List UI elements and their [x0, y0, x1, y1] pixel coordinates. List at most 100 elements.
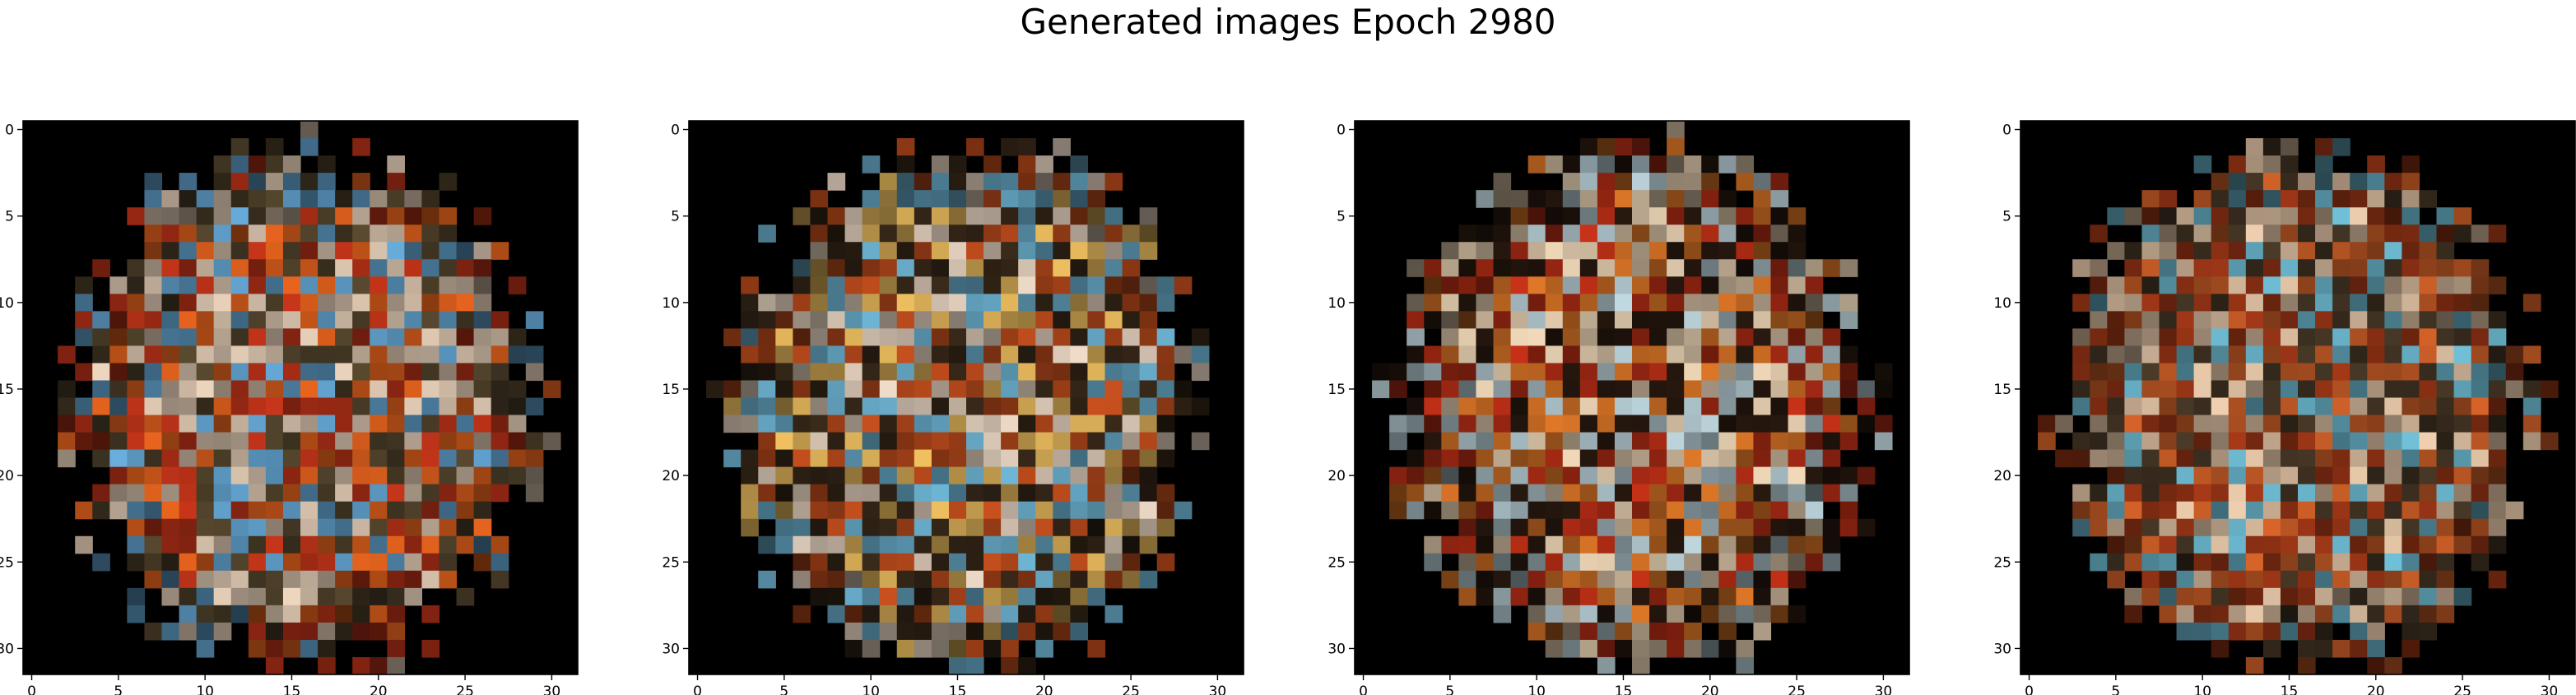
image-pixel	[2228, 501, 2247, 520]
image-pixel	[2384, 207, 2402, 225]
image-pixel	[931, 449, 950, 468]
image-pixel	[1053, 605, 1071, 623]
image-pixel	[2384, 225, 2402, 243]
image-pixel	[1510, 345, 1529, 364]
image-pixel	[948, 155, 967, 174]
image-pixel	[1562, 605, 1581, 623]
image-pixel	[1087, 380, 1106, 399]
image-pixel	[2072, 432, 2090, 451]
image-pixel	[1018, 397, 1036, 416]
y-tick-label: 25	[1328, 554, 1346, 571]
image-pixel	[1087, 190, 1106, 208]
image-pixel	[1718, 466, 1737, 485]
image-pixel	[844, 501, 863, 520]
image-pixel	[914, 311, 932, 329]
image-pixel	[1139, 345, 1158, 364]
image-pixel	[2211, 484, 2230, 503]
image-pixel	[1018, 466, 1036, 485]
image-pixel	[1822, 294, 1841, 312]
image-pixel	[2228, 276, 2247, 294]
image-pixel	[335, 311, 353, 329]
image-pixel	[862, 484, 881, 503]
image-pixel	[248, 397, 267, 416]
image-pixel	[1035, 587, 1053, 606]
image-pixel	[827, 587, 846, 606]
image-pixel	[983, 587, 1002, 606]
image-pixel	[1001, 207, 1019, 225]
image-pixel	[810, 553, 829, 572]
image-pixel	[2402, 363, 2420, 382]
image-pixel	[144, 242, 163, 260]
image-pixel	[58, 345, 76, 364]
image-pixel	[1736, 605, 1755, 623]
image-pixel	[1597, 225, 1616, 243]
image-pixel	[300, 484, 319, 503]
image-pixel	[1053, 449, 1071, 468]
image-pixel	[1701, 190, 1719, 208]
image-pixel	[75, 294, 93, 312]
image-pixel	[810, 587, 829, 606]
image-pixel	[1122, 518, 1141, 537]
image-pixel	[2072, 484, 2090, 503]
image-pixel	[2419, 501, 2438, 520]
image-pixel	[213, 415, 232, 433]
image-pixel	[1632, 328, 1650, 347]
image-pixel	[1684, 449, 1702, 468]
x-tick-label: 10	[1527, 683, 1546, 695]
image-pixel	[827, 380, 846, 399]
image-pixel	[2384, 311, 2402, 329]
image-pixel	[473, 345, 492, 364]
image-pixel	[741, 363, 759, 382]
image-pixel	[248, 155, 267, 174]
image-pixel	[914, 484, 932, 503]
image-pixel	[1562, 535, 1581, 554]
image-pixel	[983, 225, 1002, 243]
image-pixel	[213, 449, 232, 468]
image-pixel	[404, 259, 423, 277]
image-pixel	[213, 501, 232, 520]
image-pixel	[230, 518, 249, 537]
image-pixel	[1493, 242, 1512, 260]
image-pixel	[1632, 173, 1650, 191]
image-pixel	[1458, 345, 1477, 364]
image-pixel	[109, 501, 128, 520]
image-pixel	[1476, 484, 1495, 503]
image-pixel	[456, 259, 475, 277]
image-pixel	[2540, 380, 2559, 399]
image-pixel	[2193, 501, 2212, 520]
image-pixel	[879, 328, 898, 347]
image-pixel	[844, 622, 863, 641]
image-pixel	[2298, 380, 2316, 399]
image-pixel	[1070, 570, 1089, 589]
image-pixel	[213, 242, 232, 260]
image-pixel	[862, 587, 881, 606]
image-pixel	[1736, 311, 1755, 329]
image-pixel	[1649, 397, 1667, 416]
image-pixel	[2228, 570, 2247, 589]
image-pixel	[810, 570, 829, 589]
image-pixel	[2211, 276, 2230, 294]
image-pixel	[879, 225, 898, 243]
image-pixel	[1614, 294, 1633, 312]
image-pixel	[2211, 639, 2230, 658]
image-pixel	[352, 225, 370, 243]
y-tick-label: 30	[1993, 641, 2011, 657]
image-pixel	[2193, 570, 2212, 589]
image-pixel	[1822, 328, 1841, 347]
image-pixel	[1458, 432, 1477, 451]
image-pixel	[931, 155, 950, 174]
image-pixel	[1718, 449, 1737, 468]
image-pixel	[2107, 449, 2125, 468]
image-pixel	[862, 155, 881, 174]
image-pixel	[948, 639, 967, 658]
image-pixel	[1597, 587, 1616, 606]
image-pixel	[179, 622, 198, 641]
image-pixel	[421, 553, 440, 572]
image-pixel	[1788, 501, 1806, 520]
image-pixel	[2280, 553, 2299, 572]
image-pixel	[2090, 484, 2108, 503]
image-pixel	[1476, 449, 1495, 468]
image-pixel	[1545, 501, 1564, 520]
image-pixel	[793, 432, 811, 451]
image-pixel	[2367, 587, 2385, 606]
